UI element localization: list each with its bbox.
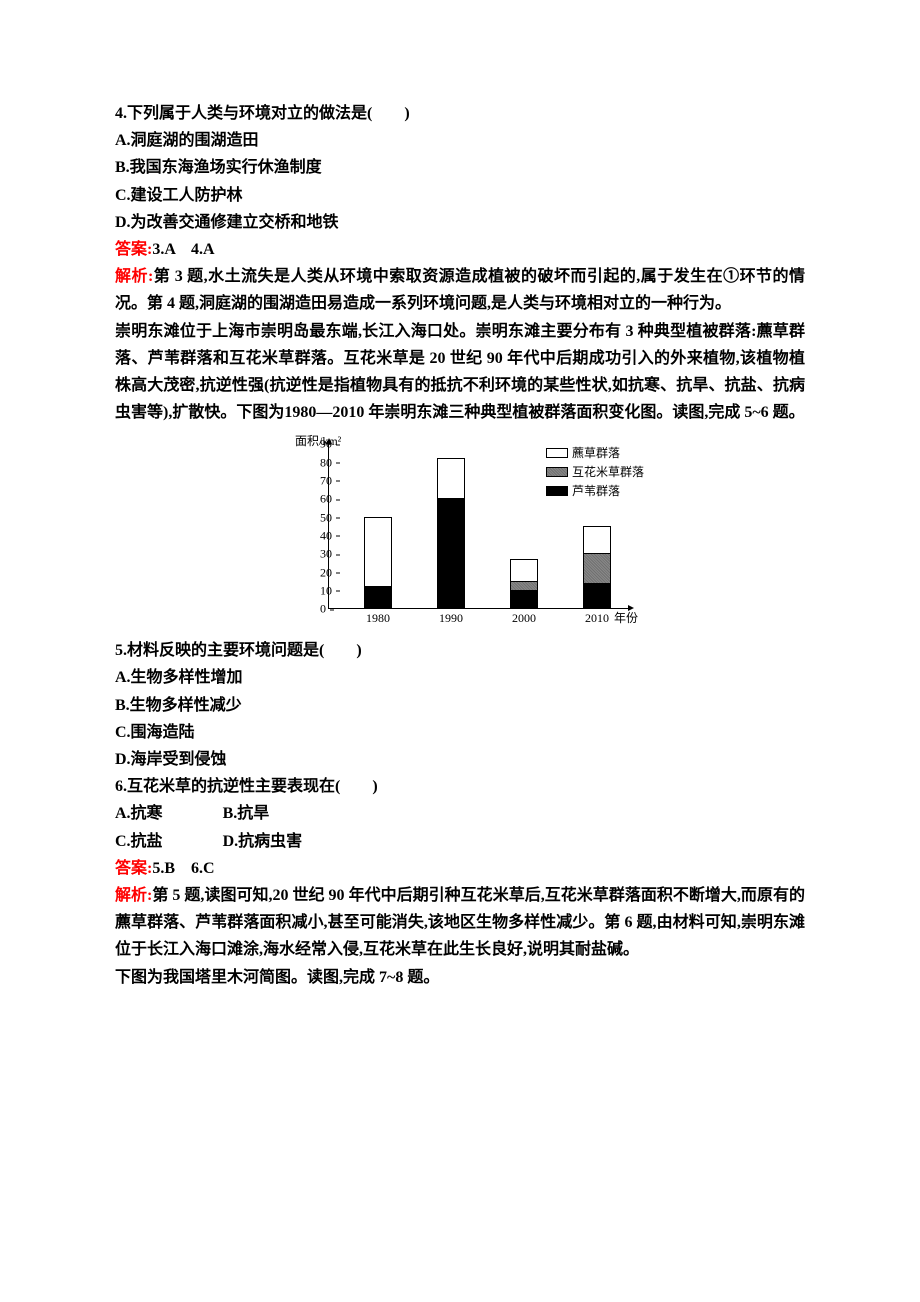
x-tick-label: 2010: [585, 611, 609, 626]
answer-text: 5.B 6.C: [152, 860, 214, 877]
bar-segment: [583, 583, 611, 609]
answer-label: 答案:: [115, 860, 152, 877]
legend-item: 互花米草群落: [546, 463, 644, 480]
x-tick-label: 1990: [439, 611, 463, 626]
bar-segment: [364, 586, 392, 608]
analysis-text: 第 3 题,水土流失是人类从环境中索取资源造成植被的破坏而引起的,属于发生在①环…: [115, 268, 805, 312]
q6-options-row2: C.抗盐 D.抗病虫害: [115, 828, 805, 855]
bar-segment: [364, 517, 392, 587]
q5-option-c: C.围海造陆: [115, 719, 805, 746]
legend-label: 互花米草群落: [572, 463, 644, 480]
vegetation-chart: 面积/km² 9080706050403020100 年份 1980199020…: [115, 434, 805, 629]
analysis-text: 第 5 题,读图可知,20 世纪 90 年代中后期引种互花米草后,互花米草群落面…: [115, 887, 805, 958]
bar-segment: [583, 553, 611, 582]
q6-options-row1: A.抗寒 B.抗旱: [115, 800, 805, 827]
q6-option-a: A.抗寒: [115, 800, 163, 827]
q6-option-d: D.抗病虫害: [223, 828, 303, 855]
x-tick-label: 2000: [512, 611, 536, 626]
q4-stem: 4.下列属于人类与环境对立的做法是( ): [115, 100, 805, 127]
legend-swatch-icon: [546, 467, 568, 477]
legend-label: 藨草群落: [572, 444, 620, 461]
analysis-label: 解析:: [115, 887, 152, 904]
analysis-3-4: 解析:第 3 题,水土流失是人类从环境中索取资源造成植被的破坏而引起的,属于发生…: [115, 263, 805, 317]
bar-segment: [583, 526, 611, 553]
answer-3-4: 答案:3.A 4.A: [115, 236, 805, 263]
bar-segment: [510, 559, 538, 581]
passage-7-8: 下图为我国塔里木河简图。读图,完成 7~8 题。: [115, 964, 805, 991]
bar-segment: [510, 581, 538, 590]
bar-group: [437, 458, 465, 608]
q4-option-c: C.建设工人防护林: [115, 182, 805, 209]
legend-item: 藨草群落: [546, 444, 644, 461]
x-tick-label: 1980: [366, 611, 390, 626]
legend-item: 芦苇群落: [546, 482, 644, 499]
q5-stem: 5.材料反映的主要环境问题是( ): [115, 637, 805, 664]
q6-option-c: C.抗盐: [115, 828, 163, 855]
analysis-label: 解析:: [115, 268, 153, 285]
bar-segment: [437, 458, 465, 498]
bar-segment: [437, 498, 465, 608]
q6-option-b: B.抗旱: [223, 800, 270, 827]
chart-legend: 藨草群落互花米草群落芦苇群落: [546, 444, 644, 501]
bar-group: [510, 559, 538, 608]
analysis-5-6: 解析:第 5 题,读图可知,20 世纪 90 年代中后期引种互花米草后,互花米草…: [115, 882, 805, 964]
answer-label: 答案:: [115, 241, 152, 258]
answer-text: 3.A 4.A: [152, 241, 214, 258]
y-axis-arrow-icon: [326, 438, 332, 444]
x-axis-title: 年份: [614, 609, 638, 626]
q6-stem: 6.互花米草的抗逆性主要表现在( ): [115, 773, 805, 800]
legend-swatch-icon: [546, 486, 568, 496]
q4-option-a: A.洞庭湖的围湖造田: [115, 127, 805, 154]
answer-5-6: 答案:5.B 6.C: [115, 855, 805, 882]
q5-option-d: D.海岸受到侵蚀: [115, 746, 805, 773]
bar-group: [364, 517, 392, 609]
q5-option-b: B.生物多样性减少: [115, 692, 805, 719]
q5-option-a: A.生物多样性增加: [115, 664, 805, 691]
legend-swatch-icon: [546, 448, 568, 458]
bar-group: [583, 526, 611, 608]
q4-option-b: B.我国东海渔场实行休渔制度: [115, 154, 805, 181]
q4-option-d: D.为改善交通修建立交桥和地铁: [115, 209, 805, 236]
y-tick-label: 0: [320, 602, 326, 617]
bar-segment: [510, 590, 538, 608]
legend-label: 芦苇群落: [572, 482, 620, 499]
passage-5-6: 崇明东滩位于上海市崇明岛最东端,长江入海口处。崇明东滩主要分布有 3 种典型植被…: [115, 318, 805, 427]
